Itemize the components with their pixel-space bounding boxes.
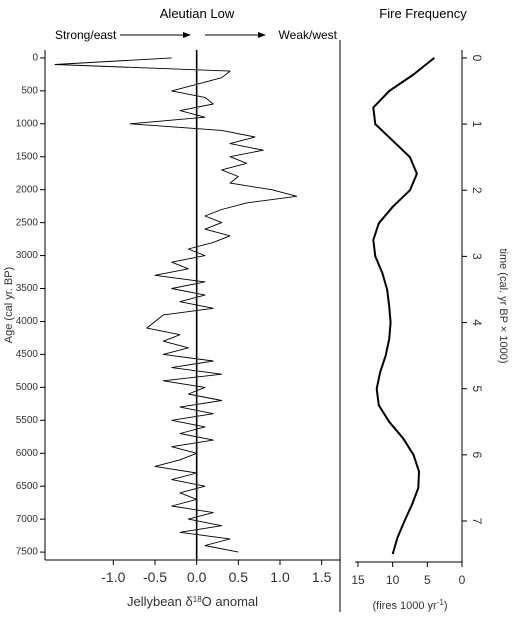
x-axis-label-part: Jellybean δ (127, 594, 193, 609)
x-tick-label: 1.5 (312, 569, 332, 585)
y-tick-label: 7500 (16, 547, 39, 558)
x-tick-label: 15 (351, 573, 365, 587)
x-tick-label: 0.5 (229, 569, 249, 585)
y-tick-label: 5000 (16, 382, 39, 393)
y-tick-label: 7000 (16, 514, 39, 525)
y-tick-label: 7 (470, 518, 484, 525)
y-tick-label: 0 (32, 53, 38, 64)
y-tick-label: 4000 (16, 316, 39, 327)
x-tick-label: 0.0 (187, 569, 207, 585)
y-tick-label: 500 (21, 85, 38, 96)
chart-title: Fire Frequency (379, 6, 467, 21)
x-tick-label: 0 (459, 573, 466, 587)
annotation: Strong/east (55, 28, 117, 42)
annotation: Weak/west (279, 28, 338, 42)
x-axis-label: Jellybean δ18O anomal (127, 594, 258, 609)
x-tick-label: 10 (386, 573, 400, 587)
y-tick-label: 3 (470, 253, 484, 260)
x-axis-label-part: ) (444, 600, 448, 612)
y-tick-label: 4500 (16, 349, 39, 360)
x-axis-label-part: (fires 1000 yr (373, 600, 438, 612)
y-tick-label: 1000 (16, 118, 39, 129)
x-tick-label: 5 (424, 573, 431, 587)
y-tick-label: 5 (470, 385, 484, 392)
y-tick-label: 1500 (16, 151, 39, 162)
data-line (54, 57, 298, 553)
y-tick-label: 0 (470, 55, 484, 62)
y-tick-label: 2 (470, 187, 484, 194)
y-tick-label: 3500 (16, 283, 39, 294)
x-axis-label-part: 18 (193, 595, 202, 604)
x-tick-label: 1.0 (270, 569, 290, 585)
y-tick-label: 2500 (16, 217, 39, 228)
data-line (372, 57, 435, 555)
y-tick-label: 6000 (16, 448, 39, 459)
y-tick-label: 1 (470, 121, 484, 128)
x-tick-label: -0.5 (143, 569, 167, 585)
y-tick-label: 4 (470, 319, 484, 326)
y-axis-label: Age (cal yr. BP) (3, 267, 15, 343)
x-axis-label-part: -1 (437, 598, 445, 607)
x-axis-label-part: O anomal (202, 594, 258, 609)
chart-title: Aleutian Low (160, 6, 235, 21)
y-tick-label: 2000 (16, 184, 39, 195)
x-axis-label: (fires 1000 yr-1) (373, 598, 448, 613)
y-tick-label: 3000 (16, 250, 39, 261)
y-axis-label: time (cal. yr BP × 1000) (497, 248, 509, 363)
y-tick-label: 5500 (16, 415, 39, 426)
y-tick-label: 6500 (16, 481, 39, 492)
y-tick-label: 6 (470, 451, 484, 458)
x-tick-label: -1.0 (101, 569, 125, 585)
